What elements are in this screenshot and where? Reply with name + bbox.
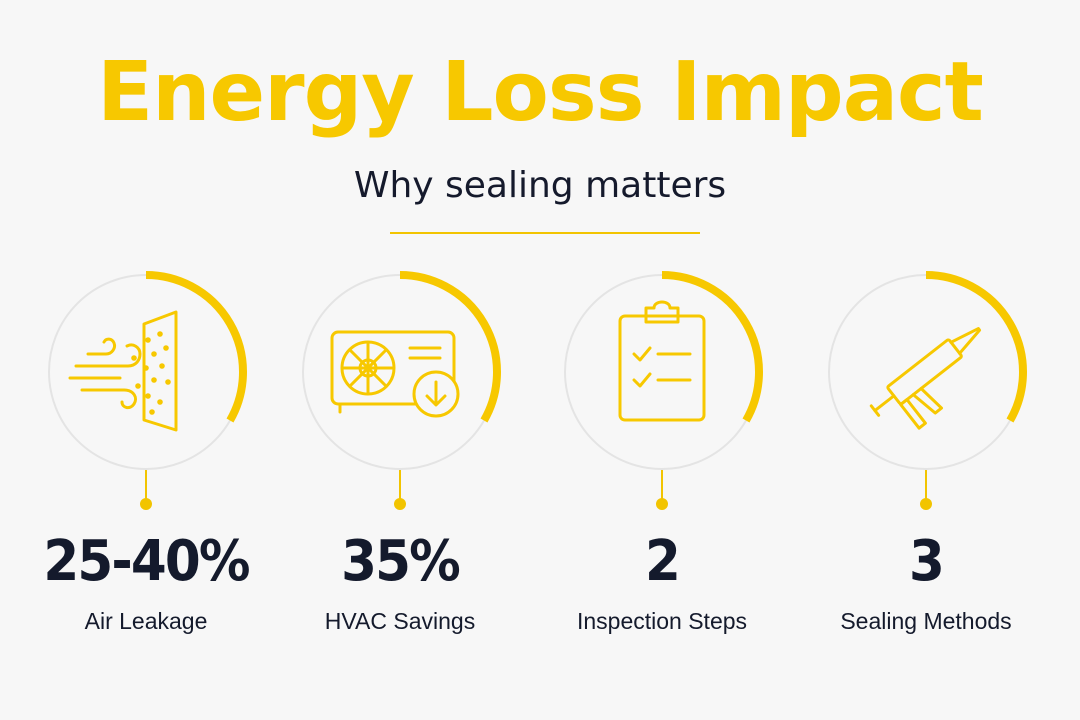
connector-dot bbox=[140, 498, 152, 510]
stat-value: 3 bbox=[908, 529, 945, 594]
progress-ring bbox=[552, 262, 772, 482]
page-title: Energy Loss Impact bbox=[97, 45, 984, 140]
connector-line bbox=[925, 470, 927, 504]
stat-label: Sealing Methods bbox=[840, 608, 1012, 634]
progress-ring bbox=[36, 262, 256, 482]
stat-label: Inspection Steps bbox=[576, 608, 748, 634]
air-leak-icon bbox=[68, 310, 178, 432]
stat-inspection-steps: 2 Inspection Steps bbox=[552, 262, 772, 642]
caulk-gun-icon bbox=[869, 327, 982, 430]
stat-value: 35% bbox=[341, 529, 461, 594]
connector-line bbox=[661, 470, 663, 504]
connector-line bbox=[399, 470, 401, 504]
connector-dot bbox=[920, 498, 932, 510]
stat-air-leakage: 25-40% Air Leakage bbox=[36, 262, 256, 642]
stat-hvac-savings: 35% HVAC Savings bbox=[290, 262, 510, 642]
stat-sealing-methods: 3 Sealing Methods bbox=[816, 262, 1036, 642]
connector-dot bbox=[656, 498, 668, 510]
clipboard-checklist-icon bbox=[618, 300, 706, 422]
stat-value: 2 bbox=[644, 529, 681, 594]
progress-ring bbox=[290, 262, 510, 482]
stat-label: HVAC Savings bbox=[324, 608, 476, 634]
title-divider bbox=[390, 232, 700, 234]
connector-line bbox=[145, 470, 147, 504]
hvac-unit-icon bbox=[330, 330, 460, 418]
stat-label: Air Leakage bbox=[84, 608, 208, 634]
stat-value: 25-40% bbox=[43, 529, 250, 594]
progress-ring bbox=[816, 262, 1036, 482]
page-subtitle: Why sealing matters bbox=[353, 165, 727, 206]
connector-dot bbox=[394, 498, 406, 510]
